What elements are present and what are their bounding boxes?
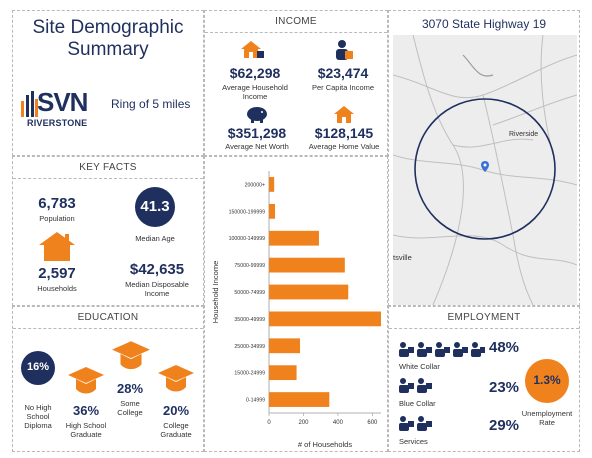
population-value: 6,783 [38, 195, 76, 212]
map-town-label: tsville [393, 253, 412, 262]
population-label: Population [39, 214, 75, 223]
grad-cap-icon-3 [158, 365, 194, 392]
y-tick-label: 50000-74999 [234, 290, 265, 296]
median-age-value: 41.3 [140, 198, 170, 215]
blue-collar-icons [399, 378, 432, 393]
bar [269, 338, 301, 354]
y-tick-label: 15000-24999 [234, 371, 265, 377]
employment-panel: EMPLOYMENT 48% White Collar 23% Blue Col… [388, 306, 580, 452]
avg-household-income-value: $62,298 [229, 65, 281, 81]
some-college-value: 28% [116, 381, 144, 396]
bar [269, 177, 275, 192]
key-facts-header: KEY FACTS [13, 157, 203, 179]
white-collar-label: White Collar [399, 362, 440, 371]
page-title: Site Demographic Summary [32, 17, 184, 60]
logo-main-text: SVN [37, 87, 88, 117]
median-disposable-income-value: $42,635 [129, 261, 185, 278]
bar [269, 365, 297, 381]
bar [269, 311, 381, 327]
bar [269, 203, 276, 219]
unemployment-value: 1.3% [533, 373, 561, 387]
per-capita-income-label: Per Capita Income [311, 83, 375, 92]
some-college-label: Some College [117, 399, 143, 417]
location-pin-icon[interactable] [481, 161, 489, 172]
key-facts-panel: KEY FACTS 6,783 Population 41.3 Median A… [12, 156, 204, 306]
unemployment-circle [525, 359, 569, 403]
bar [269, 257, 345, 273]
blue-collar-value: 23% [489, 379, 520, 396]
high-school-grad-label: High School Graduate [65, 421, 107, 439]
education-panel: EDUCATION 16% No High School Diploma 36%… [12, 306, 204, 452]
y-tick-label: 200000+ [245, 182, 265, 188]
white-collar-icons [399, 342, 485, 357]
logo-sub-text: RIVERSTONE [27, 118, 88, 128]
white-collar-value: 48% [489, 339, 520, 356]
median-age-label: Median Age [135, 234, 175, 243]
high-school-grad-value: 36% [72, 403, 100, 418]
y-tick-label: 35000-49999 [234, 317, 265, 323]
no-high-school-value: 16% [26, 361, 50, 373]
grad-cap-icon-1 [68, 367, 104, 394]
avg-home-value-label: Average Home Value [308, 142, 380, 151]
services-icons [399, 416, 432, 431]
services-label: Services [399, 437, 428, 446]
map-place-label: Riverside [509, 131, 539, 138]
income-panel: INCOME $62,298 Average Household Income … [204, 10, 388, 156]
no-high-school-label: No High School Diploma [24, 403, 52, 430]
bar [269, 392, 330, 407]
y-tick-label: 75000-99999 [234, 263, 265, 269]
households-label: Households [37, 284, 77, 293]
unemployment-label: Unemployment Rate [521, 409, 573, 427]
income-header: INCOME [205, 11, 387, 33]
home-value-icon [334, 106, 354, 123]
y-tick-label: 100000-149999 [229, 236, 265, 242]
median-age-circle [135, 187, 175, 227]
household-income-chart-panel: 200000+ 150000-199999 100000-149999 75000-9… [204, 156, 388, 452]
education-header: EDUCATION [13, 307, 203, 329]
x-tick-label: 600 [367, 420, 378, 426]
summary-panel: Site Demographic Summary SVN RIVERSTONE … [12, 10, 204, 156]
no-high-school-circle [21, 351, 55, 385]
grad-cap-icon-2 [112, 341, 150, 370]
ring-label: Ring of 5 miles [111, 97, 191, 111]
y-tick-label: 150000-199999 [229, 209, 265, 215]
map-roads [393, 35, 577, 305]
site-address: 3070 State Highway 19 [421, 17, 547, 31]
x-axis-label: # of Households [298, 440, 352, 449]
services-value: 29% [489, 417, 520, 434]
y-tick-label: 0-14999 [246, 398, 265, 404]
college-grad-label: College Graduate [160, 421, 192, 439]
svn-logo-mark-icon [21, 91, 38, 117]
avg-net-worth-value: $351,298 [227, 125, 287, 141]
map-panel: 3070 State Highway 19 Riverside tsville [388, 10, 580, 306]
bar [269, 230, 319, 246]
blue-collar-label: Blue Collar [399, 399, 436, 408]
person-money-icon [336, 40, 353, 60]
y-tick-label: 25000-34999 [234, 344, 265, 350]
bar [269, 284, 349, 300]
house-money-icon [241, 41, 264, 58]
piggy-bank-icon [247, 107, 267, 123]
x-tick-label: 400 [333, 420, 344, 426]
y-axis-label: Household Income [211, 261, 220, 324]
household-income-chart: 200000+ 150000-199999 100000-149999 75000-9… [211, 171, 381, 449]
house-icon [39, 232, 75, 261]
avg-home-value-value: $128,145 [314, 125, 374, 141]
avg-net-worth-label: Average Net Worth [225, 142, 289, 151]
map-view[interactable]: Riverside tsville [393, 35, 577, 305]
college-grad-value: 20% [162, 403, 190, 418]
avg-household-income-label: Average Household Income [222, 83, 288, 101]
x-tick-label: 0 [267, 420, 271, 426]
median-disposable-income-label: Median Disposable Income [125, 280, 189, 298]
svn-logo: SVN RIVERSTONE [19, 87, 111, 131]
employment-header: EMPLOYMENT [389, 307, 579, 329]
per-capita-income-value: $23,474 [317, 65, 369, 81]
x-tick-label: 200 [298, 420, 309, 426]
households-value: 2,597 [38, 265, 76, 282]
